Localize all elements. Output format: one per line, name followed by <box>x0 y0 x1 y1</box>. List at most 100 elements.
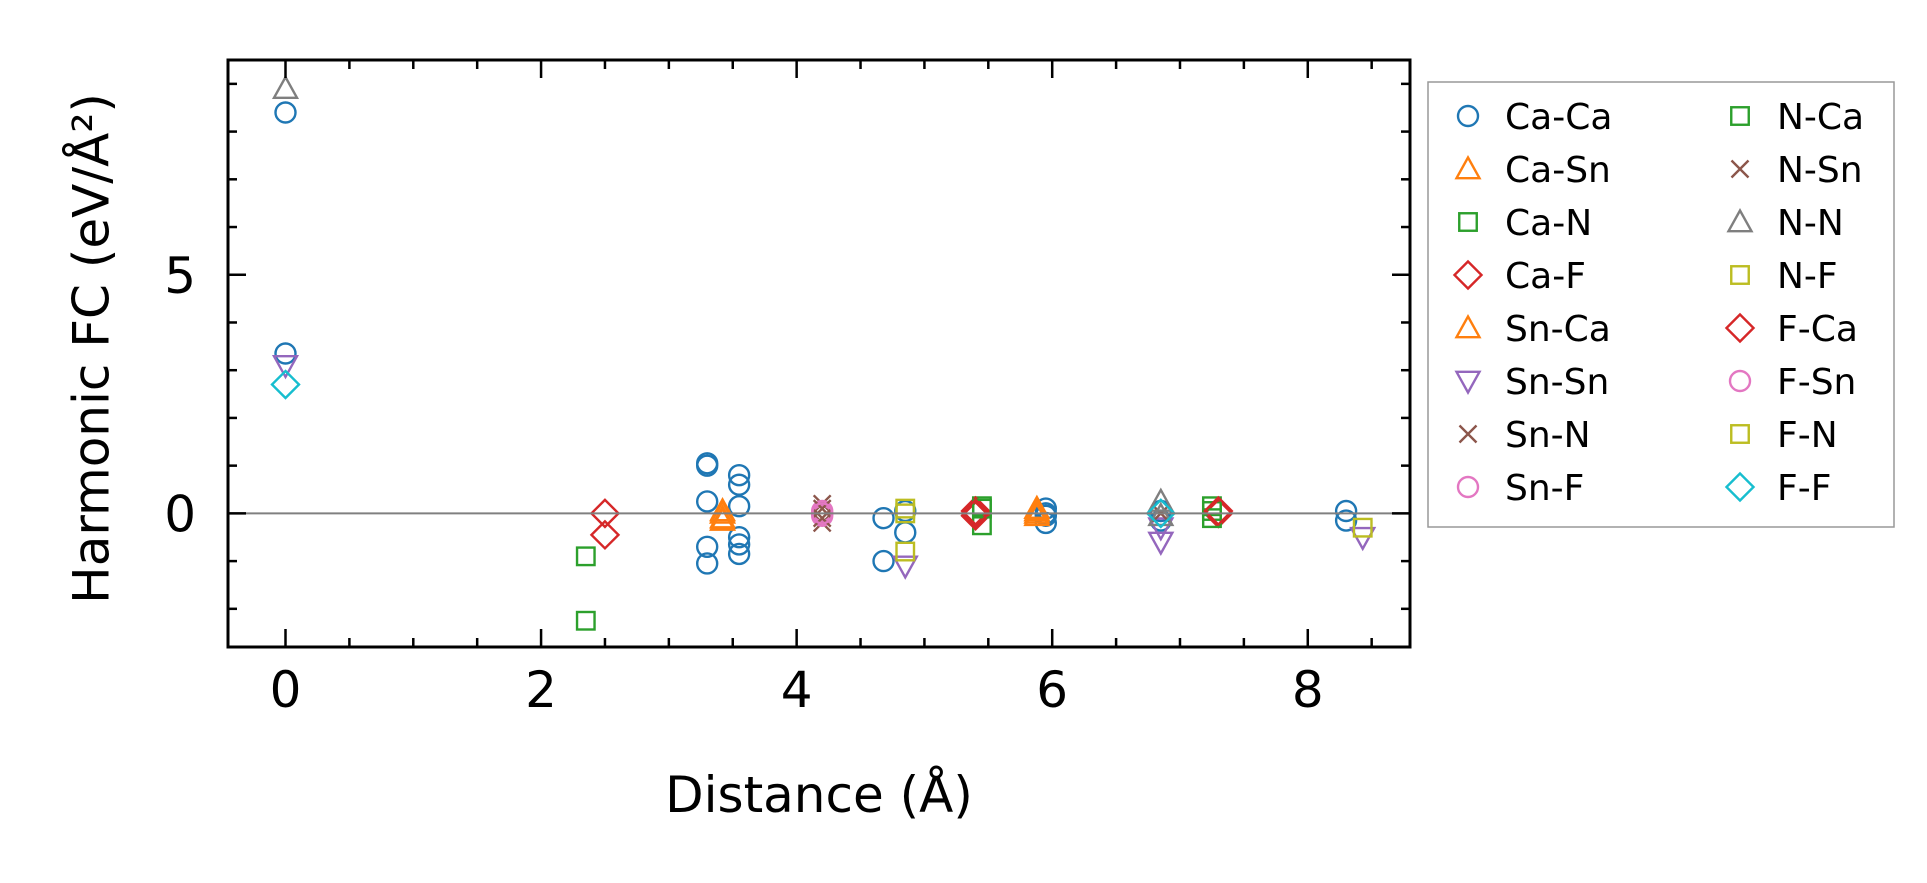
legend-label: N-Sn <box>1777 150 1863 191</box>
data-point <box>1023 501 1051 527</box>
y-tick-label: 0 <box>164 485 196 543</box>
data-point <box>1352 517 1373 538</box>
data-point <box>575 546 596 567</box>
data-point <box>1147 531 1175 556</box>
series-n-ca <box>971 496 1222 529</box>
y-axis-label: Harmonic FC (eV/Å²) <box>63 93 121 604</box>
series-f-ca <box>960 495 1234 529</box>
legend-entry: F-Ca <box>1724 309 1858 350</box>
legend-label: N-Ca <box>1777 97 1864 138</box>
data-point <box>895 541 916 562</box>
data-point <box>960 498 991 529</box>
data-point <box>1147 501 1175 527</box>
data-point <box>1334 499 1358 523</box>
legend-marker <box>1730 159 1750 179</box>
plot-frame <box>226 58 1412 649</box>
legend-entry: N-Sn <box>1730 150 1863 191</box>
legend-label: Ca-Ca <box>1505 97 1612 138</box>
legend-marker <box>1454 314 1482 339</box>
data-point <box>727 473 751 496</box>
legend-entry: F-N <box>1730 415 1838 456</box>
legend-label: F-Ca <box>1777 309 1858 350</box>
data-point <box>727 542 751 566</box>
tick-labels: 0 2 4 6 8 0 5 <box>164 247 1323 719</box>
legend-marker <box>1728 369 1752 393</box>
data-point <box>872 549 895 573</box>
legend-marker <box>1730 424 1750 444</box>
data-point <box>1349 526 1377 552</box>
data-point <box>960 500 991 531</box>
x-axis-label: Distance (Å) <box>665 766 973 824</box>
legend-label: Sn-F <box>1505 468 1584 509</box>
legend-label: Ca-Sn <box>1505 150 1611 191</box>
legend-marker <box>1456 475 1480 499</box>
legend: Ca-Ca Ca-Sn Ca-N Ca-F Sn-Ca Sn-Sn Sn-N Sn-F N-Ca… <box>1427 81 1895 528</box>
series-sn-sn <box>271 355 1377 580</box>
legend-entry: Ca-N <box>1458 203 1592 244</box>
legend-frame <box>1427 81 1895 528</box>
x-tick-label: 0 <box>270 661 302 719</box>
data-point <box>971 498 992 519</box>
x-tick-label: 2 <box>525 661 557 719</box>
legend-entry: N-N <box>1726 203 1844 244</box>
data-point <box>695 454 719 477</box>
legend-entry: Ca-Sn <box>1454 150 1611 191</box>
data-point <box>271 355 300 380</box>
x-tick-label: 6 <box>1036 661 1068 719</box>
legend-entry: Sn-Sn <box>1454 362 1609 403</box>
legend-label: F-F <box>1777 468 1831 509</box>
data-point <box>589 498 621 529</box>
legend-marker <box>1724 312 1756 344</box>
data-point <box>872 506 895 530</box>
legend-entry: N-F <box>1730 256 1838 297</box>
data-point <box>727 526 751 549</box>
legend-label: N-N <box>1777 203 1844 244</box>
data-point <box>695 552 719 575</box>
legend-label: Sn-N <box>1505 415 1591 456</box>
data-point <box>708 506 737 531</box>
legend-entry: F-F <box>1724 468 1831 509</box>
data-point <box>708 499 737 524</box>
data-point <box>891 555 919 580</box>
legend-marker <box>1730 106 1750 126</box>
data-point <box>695 535 719 558</box>
data-point <box>575 610 596 631</box>
data-point <box>1201 496 1222 517</box>
data-point <box>1334 509 1358 532</box>
legend-marker <box>1454 370 1482 395</box>
legend-label: F-Sn <box>1777 362 1856 403</box>
legend-entry: Ca-F <box>1452 256 1586 297</box>
legend-entry: Sn-F <box>1456 468 1584 509</box>
legend-marker <box>1458 424 1478 444</box>
series-n-n <box>271 74 1175 527</box>
legend-marker <box>1456 104 1480 128</box>
data-point <box>274 101 297 124</box>
legend-marker <box>1458 212 1478 232</box>
data-point <box>695 490 719 513</box>
data-point <box>274 342 297 365</box>
data-point <box>589 519 621 551</box>
data-point <box>727 463 751 487</box>
data-point <box>1145 498 1177 529</box>
data-point <box>1201 508 1222 529</box>
data-point <box>1023 497 1051 522</box>
data-point <box>1147 487 1175 512</box>
series-sn-ca <box>708 497 1051 531</box>
data-point <box>960 495 991 527</box>
legend-label: Sn-Sn <box>1505 362 1609 403</box>
legend-label: F-N <box>1777 415 1838 456</box>
data-point <box>727 533 751 556</box>
legend-label: N-F <box>1777 256 1838 297</box>
data-point <box>271 74 300 100</box>
data-point <box>727 495 751 518</box>
legend-marker <box>1454 155 1482 180</box>
legend-label: Sn-Ca <box>1505 309 1611 350</box>
legend-marker <box>1730 265 1750 285</box>
x-tick-label: 8 <box>1292 661 1324 719</box>
legend-marker <box>1452 259 1484 291</box>
legend-entry: F-Sn <box>1728 362 1856 403</box>
legend-label: Ca-F <box>1505 256 1586 297</box>
legend-marker <box>1726 208 1754 233</box>
legend-entry: N-Ca <box>1730 97 1864 138</box>
